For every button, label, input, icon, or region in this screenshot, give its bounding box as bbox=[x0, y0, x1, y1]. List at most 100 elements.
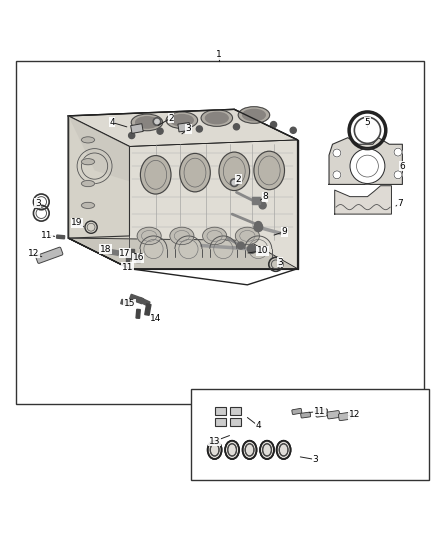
Ellipse shape bbox=[81, 137, 95, 143]
Circle shape bbox=[394, 171, 402, 179]
Bar bbox=[16, 61, 424, 404]
Text: 13: 13 bbox=[209, 437, 220, 446]
Text: 14: 14 bbox=[150, 314, 161, 324]
Text: 4: 4 bbox=[109, 118, 115, 127]
Ellipse shape bbox=[170, 227, 194, 245]
Text: 3: 3 bbox=[35, 199, 41, 208]
Bar bbox=[109, 249, 119, 255]
Circle shape bbox=[259, 202, 266, 209]
Circle shape bbox=[333, 171, 341, 179]
Text: 5: 5 bbox=[364, 118, 370, 127]
Polygon shape bbox=[68, 109, 297, 147]
Text: 4: 4 bbox=[255, 422, 261, 430]
Polygon shape bbox=[68, 238, 297, 269]
Circle shape bbox=[153, 118, 161, 125]
Text: 15: 15 bbox=[124, 299, 135, 308]
Polygon shape bbox=[329, 138, 403, 184]
Ellipse shape bbox=[136, 117, 158, 128]
Circle shape bbox=[333, 149, 341, 157]
Bar bbox=[215, 418, 226, 426]
Text: 12: 12 bbox=[349, 410, 360, 419]
FancyBboxPatch shape bbox=[339, 413, 351, 421]
Bar bbox=[138, 297, 150, 306]
Text: 11: 11 bbox=[122, 263, 133, 272]
Ellipse shape bbox=[235, 227, 259, 245]
Bar bbox=[230, 407, 241, 415]
Text: 2: 2 bbox=[236, 175, 241, 184]
Bar bbox=[230, 418, 241, 426]
Bar bbox=[136, 254, 140, 262]
Bar bbox=[136, 309, 140, 318]
Ellipse shape bbox=[203, 227, 226, 245]
Ellipse shape bbox=[208, 441, 222, 459]
Bar bbox=[126, 256, 129, 263]
FancyBboxPatch shape bbox=[315, 409, 328, 417]
Text: 19: 19 bbox=[71, 219, 83, 228]
Ellipse shape bbox=[137, 227, 161, 245]
Ellipse shape bbox=[243, 109, 265, 120]
Ellipse shape bbox=[260, 441, 274, 459]
Ellipse shape bbox=[141, 156, 171, 194]
Circle shape bbox=[255, 222, 262, 229]
Polygon shape bbox=[130, 140, 297, 269]
FancyBboxPatch shape bbox=[327, 410, 340, 419]
Ellipse shape bbox=[219, 152, 250, 190]
Ellipse shape bbox=[225, 441, 239, 459]
Polygon shape bbox=[68, 116, 130, 269]
Circle shape bbox=[155, 119, 159, 124]
Bar bbox=[191, 389, 428, 480]
Bar bbox=[131, 124, 143, 133]
Text: 3: 3 bbox=[312, 455, 318, 464]
Text: 3: 3 bbox=[186, 125, 191, 133]
Bar bbox=[130, 249, 134, 259]
Bar bbox=[57, 235, 65, 239]
Ellipse shape bbox=[243, 441, 257, 459]
Polygon shape bbox=[335, 185, 392, 214]
Circle shape bbox=[233, 124, 240, 130]
FancyBboxPatch shape bbox=[292, 408, 302, 415]
Circle shape bbox=[350, 149, 385, 183]
Bar bbox=[252, 197, 260, 204]
Ellipse shape bbox=[277, 441, 290, 459]
Polygon shape bbox=[68, 116, 130, 181]
Bar bbox=[215, 407, 226, 415]
Text: 1: 1 bbox=[216, 50, 222, 59]
Text: 6: 6 bbox=[399, 161, 405, 171]
Circle shape bbox=[237, 242, 244, 249]
Text: 18: 18 bbox=[100, 245, 111, 254]
Ellipse shape bbox=[254, 151, 285, 190]
Circle shape bbox=[157, 128, 163, 134]
Ellipse shape bbox=[81, 181, 95, 187]
Ellipse shape bbox=[205, 112, 228, 124]
Ellipse shape bbox=[170, 115, 193, 126]
Circle shape bbox=[230, 179, 238, 187]
Bar bbox=[121, 300, 131, 306]
Circle shape bbox=[247, 245, 256, 253]
FancyBboxPatch shape bbox=[35, 247, 63, 263]
Circle shape bbox=[129, 133, 135, 139]
Text: 2: 2 bbox=[168, 114, 174, 123]
Text: 7: 7 bbox=[397, 199, 403, 208]
Bar bbox=[130, 294, 144, 304]
Circle shape bbox=[271, 122, 277, 128]
Ellipse shape bbox=[238, 107, 270, 123]
Circle shape bbox=[196, 126, 202, 132]
Ellipse shape bbox=[131, 114, 162, 131]
Circle shape bbox=[254, 223, 263, 231]
Ellipse shape bbox=[166, 112, 198, 128]
Ellipse shape bbox=[201, 110, 233, 126]
Bar bbox=[178, 123, 190, 132]
Text: 3: 3 bbox=[277, 257, 283, 266]
Text: 10: 10 bbox=[257, 246, 268, 255]
Circle shape bbox=[232, 181, 237, 185]
Text: 17: 17 bbox=[120, 249, 131, 258]
Circle shape bbox=[290, 127, 296, 133]
Text: 8: 8 bbox=[262, 192, 268, 201]
Circle shape bbox=[394, 148, 402, 156]
Ellipse shape bbox=[180, 154, 210, 192]
FancyBboxPatch shape bbox=[300, 412, 311, 418]
Bar bbox=[145, 304, 151, 316]
Text: 11: 11 bbox=[314, 407, 325, 416]
Ellipse shape bbox=[81, 203, 95, 208]
Ellipse shape bbox=[81, 159, 95, 165]
